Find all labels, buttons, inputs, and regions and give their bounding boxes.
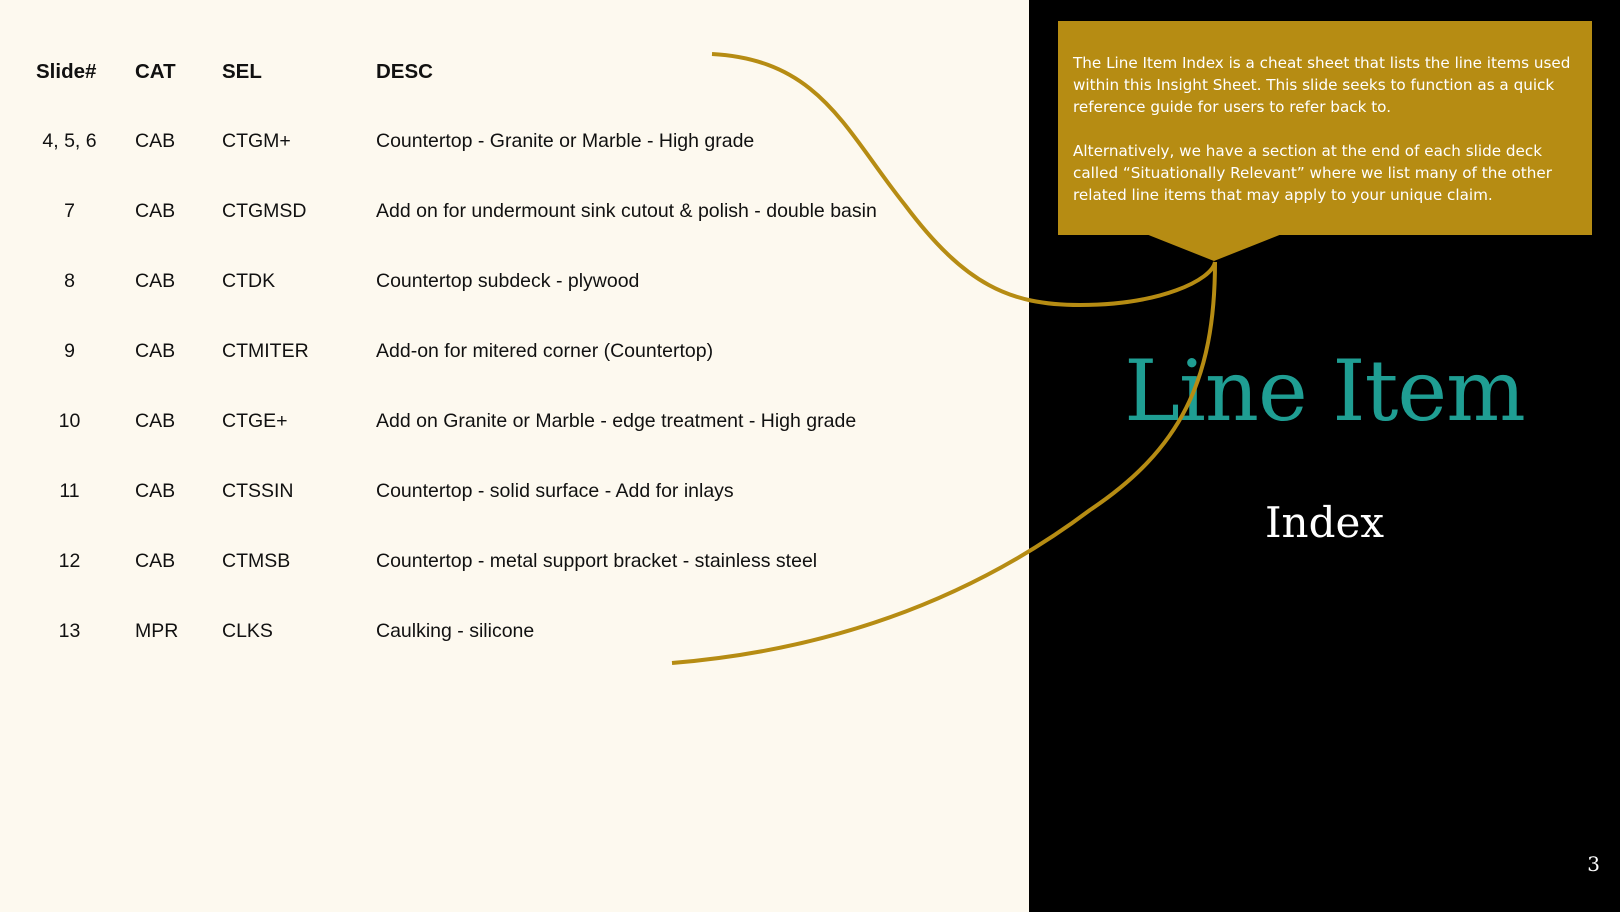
header-slide: Slide# [36,60,97,83]
row-cat: MPR [135,620,179,642]
header-sel: SEL [222,60,262,83]
row-slide: 4, 5, 6 [42,130,97,152]
row-slide: 7 [64,200,75,222]
row-sel: CTGMSD [222,200,307,222]
row-slide: 12 [58,550,81,572]
row-cat: CAB [135,270,176,292]
row-cat: CAB [135,340,176,362]
row-desc: Countertop - solid surface - Add for inl… [376,480,734,502]
header-cat: CAT [135,60,176,83]
table-row: 13 MPR CLKS Caulking - silicone [0,612,1029,652]
row-sel: CTMSB [222,550,291,572]
row-slide: 13 [58,620,81,642]
table-row: 12 CAB CTMSB Countertop - metal support … [0,542,1029,582]
row-cat: CAB [135,410,176,432]
row-slide: 9 [64,340,75,362]
table-row: 9 CAB CTMITER Add-on for mitered corner … [0,332,1029,372]
row-cat: CAB [135,480,176,502]
row-desc: Add on for undermount sink cutout & poli… [376,200,877,222]
row-slide: 11 [59,480,80,502]
row-desc: Countertop - Granite or Marble - High gr… [376,130,755,152]
header-desc: DESC [376,60,433,83]
row-sel: CTGM+ [222,130,291,152]
row-cat: CAB [135,550,176,572]
row-desc: Countertop subdeck - plywood [376,270,640,292]
slide-subtitle: Index [1264,498,1385,547]
row-desc: Add on Granite or Marble - edge treatmen… [376,410,857,432]
table-row: 7 CAB CTGMSD Add on for undermount sink … [0,192,1029,232]
row-slide: 10 [58,410,81,432]
row-sel: CTDK [222,270,276,292]
row-sel: CTGE+ [222,410,288,432]
page-number: 3 [1587,852,1600,876]
row-sel: CLKS [222,620,273,642]
table-row: 11 CAB CTSSIN Countertop - solid surface… [0,472,1029,512]
table-row: 10 CAB CTGE+ Add on Granite or Marble - … [0,402,1029,442]
slide-title: Line Item [1124,342,1525,440]
table-header: Slide# CAT SEL DESC [0,52,1029,92]
table-row: 4, 5, 6 CAB CTGM+ Countertop - Granite o… [0,122,1029,162]
row-cat: CAB [135,200,176,222]
row-sel: CTMITER [222,340,309,362]
row-sel: CTSSIN [222,480,294,502]
callout-paragraph: The Line Item Index is a cheat sheet tha… [1073,54,1571,116]
callout-pointer [1146,234,1282,261]
callout-paragraph: Alternatively, we have a section at the … [1073,142,1552,204]
row-desc: Caulking - silicone [376,620,535,642]
callout-text: The Line Item Index is a cheat sheet tha… [1073,52,1583,228]
row-cat: CAB [135,130,176,152]
row-desc: Add-on for mitered corner (Countertop) [376,340,714,362]
table-row: 8 CAB CTDK Countertop subdeck - plywood [0,262,1029,302]
row-slide: 8 [64,270,75,292]
row-desc: Countertop - metal support bracket - sta… [376,550,818,572]
